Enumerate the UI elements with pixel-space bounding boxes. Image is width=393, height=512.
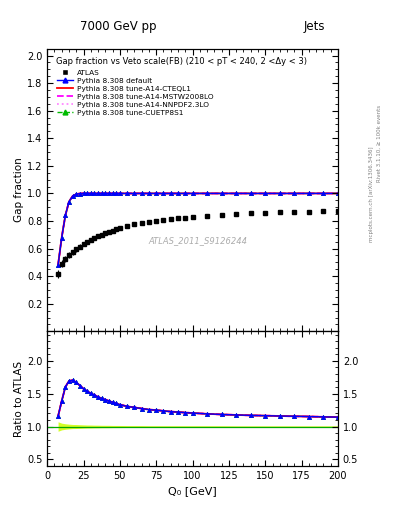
Legend: ATLAS, Pythia 8.308 default, Pythia 8.308 tune-A14-CTEQL1, Pythia 8.308 tune-A14: ATLAS, Pythia 8.308 default, Pythia 8.30… <box>54 67 216 118</box>
X-axis label: Q₀ [GeV]: Q₀ [GeV] <box>168 486 217 496</box>
Text: Jets: Jets <box>304 20 325 33</box>
Text: Rivet 3.1.10, ≥ 100k events: Rivet 3.1.10, ≥ 100k events <box>377 105 382 182</box>
Text: mcplots.cern.ch [arXiv:1306.3436]: mcplots.cern.ch [arXiv:1306.3436] <box>369 147 374 242</box>
Y-axis label: Gap fraction: Gap fraction <box>14 158 24 222</box>
Text: Gap fraction vs Veto scale(FB) (210 < pT < 240, 2 <Δy < 3): Gap fraction vs Veto scale(FB) (210 < pT… <box>56 57 307 66</box>
Y-axis label: Ratio to ATLAS: Ratio to ATLAS <box>14 360 24 437</box>
Text: 7000 GeV pp: 7000 GeV pp <box>80 20 156 33</box>
Text: ATLAS_2011_S9126244: ATLAS_2011_S9126244 <box>149 237 248 245</box>
